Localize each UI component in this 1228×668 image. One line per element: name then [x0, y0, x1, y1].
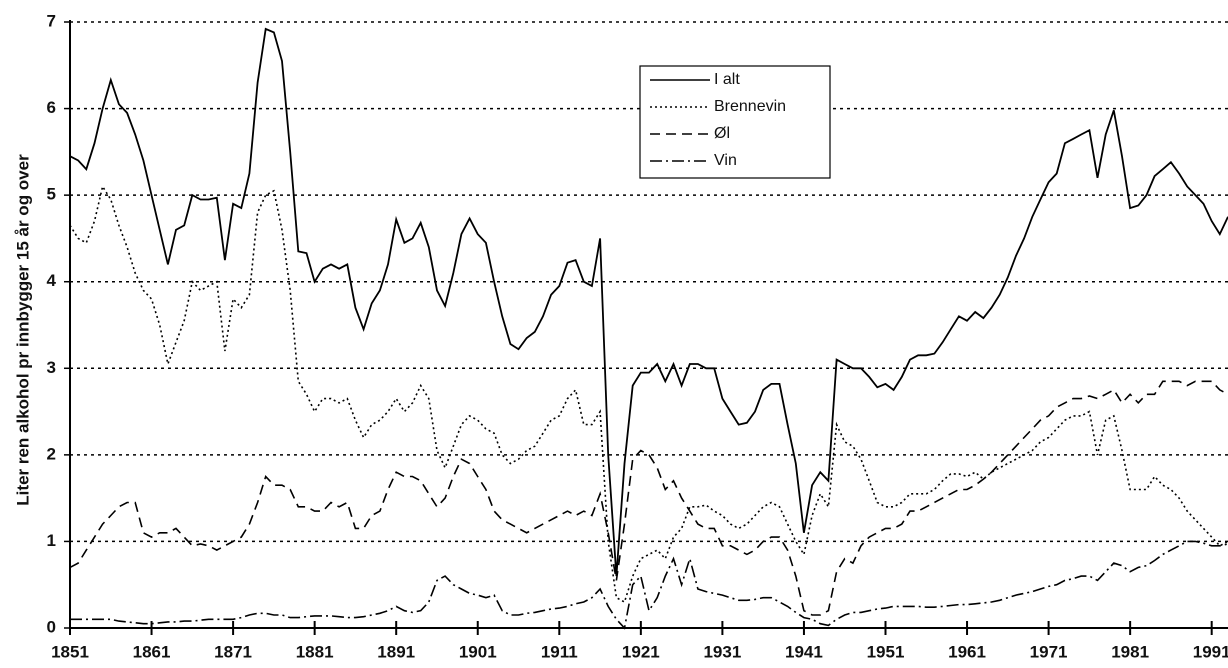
legend-label: Øl [714, 125, 730, 142]
data-line [69, 27, 1228, 577]
y-tick-label: 3 [47, 358, 56, 377]
y-tick-label: 1 [47, 531, 56, 550]
legend-label: Brennevin [714, 98, 786, 115]
x-tick-label: 1941 [785, 642, 823, 661]
y-tick-label: 7 [47, 11, 56, 30]
data-line [70, 540, 1228, 630]
x-tick-label: 1881 [296, 642, 334, 661]
x-tick-label: 1921 [622, 642, 660, 661]
data-line [69, 380, 1228, 616]
data-line [69, 184, 1228, 604]
legend-label: Vin [714, 152, 737, 169]
y-tick-label: 2 [47, 444, 56, 463]
x-tick-label: 1981 [1111, 642, 1149, 661]
x-tick-label: 1971 [1030, 642, 1068, 661]
y-tick-label: 5 [47, 185, 56, 204]
x-tick-label: 1901 [459, 642, 497, 661]
x-tick-label: 1851 [51, 642, 89, 661]
x-tick-label: 1871 [214, 642, 252, 661]
y-tick-label: 0 [47, 617, 56, 636]
legend-label: I alt [714, 71, 740, 88]
x-tick-label: 1991 [1193, 642, 1228, 661]
x-tick-label: 1911 [541, 642, 578, 661]
x-tick-label: 1931 [703, 642, 741, 661]
y-tick-label: 6 [47, 98, 56, 117]
x-tick-label: 1951 [867, 642, 905, 661]
legend-box [639, 65, 831, 179]
x-tick-label: 1961 [948, 642, 986, 661]
y-axis-label: Liter ren alkohol pr innbygger 15 år og … [13, 154, 32, 506]
x-tick-label: 1861 [133, 642, 171, 661]
x-tick-label: 1891 [377, 642, 415, 661]
y-tick-label: 4 [47, 271, 57, 290]
